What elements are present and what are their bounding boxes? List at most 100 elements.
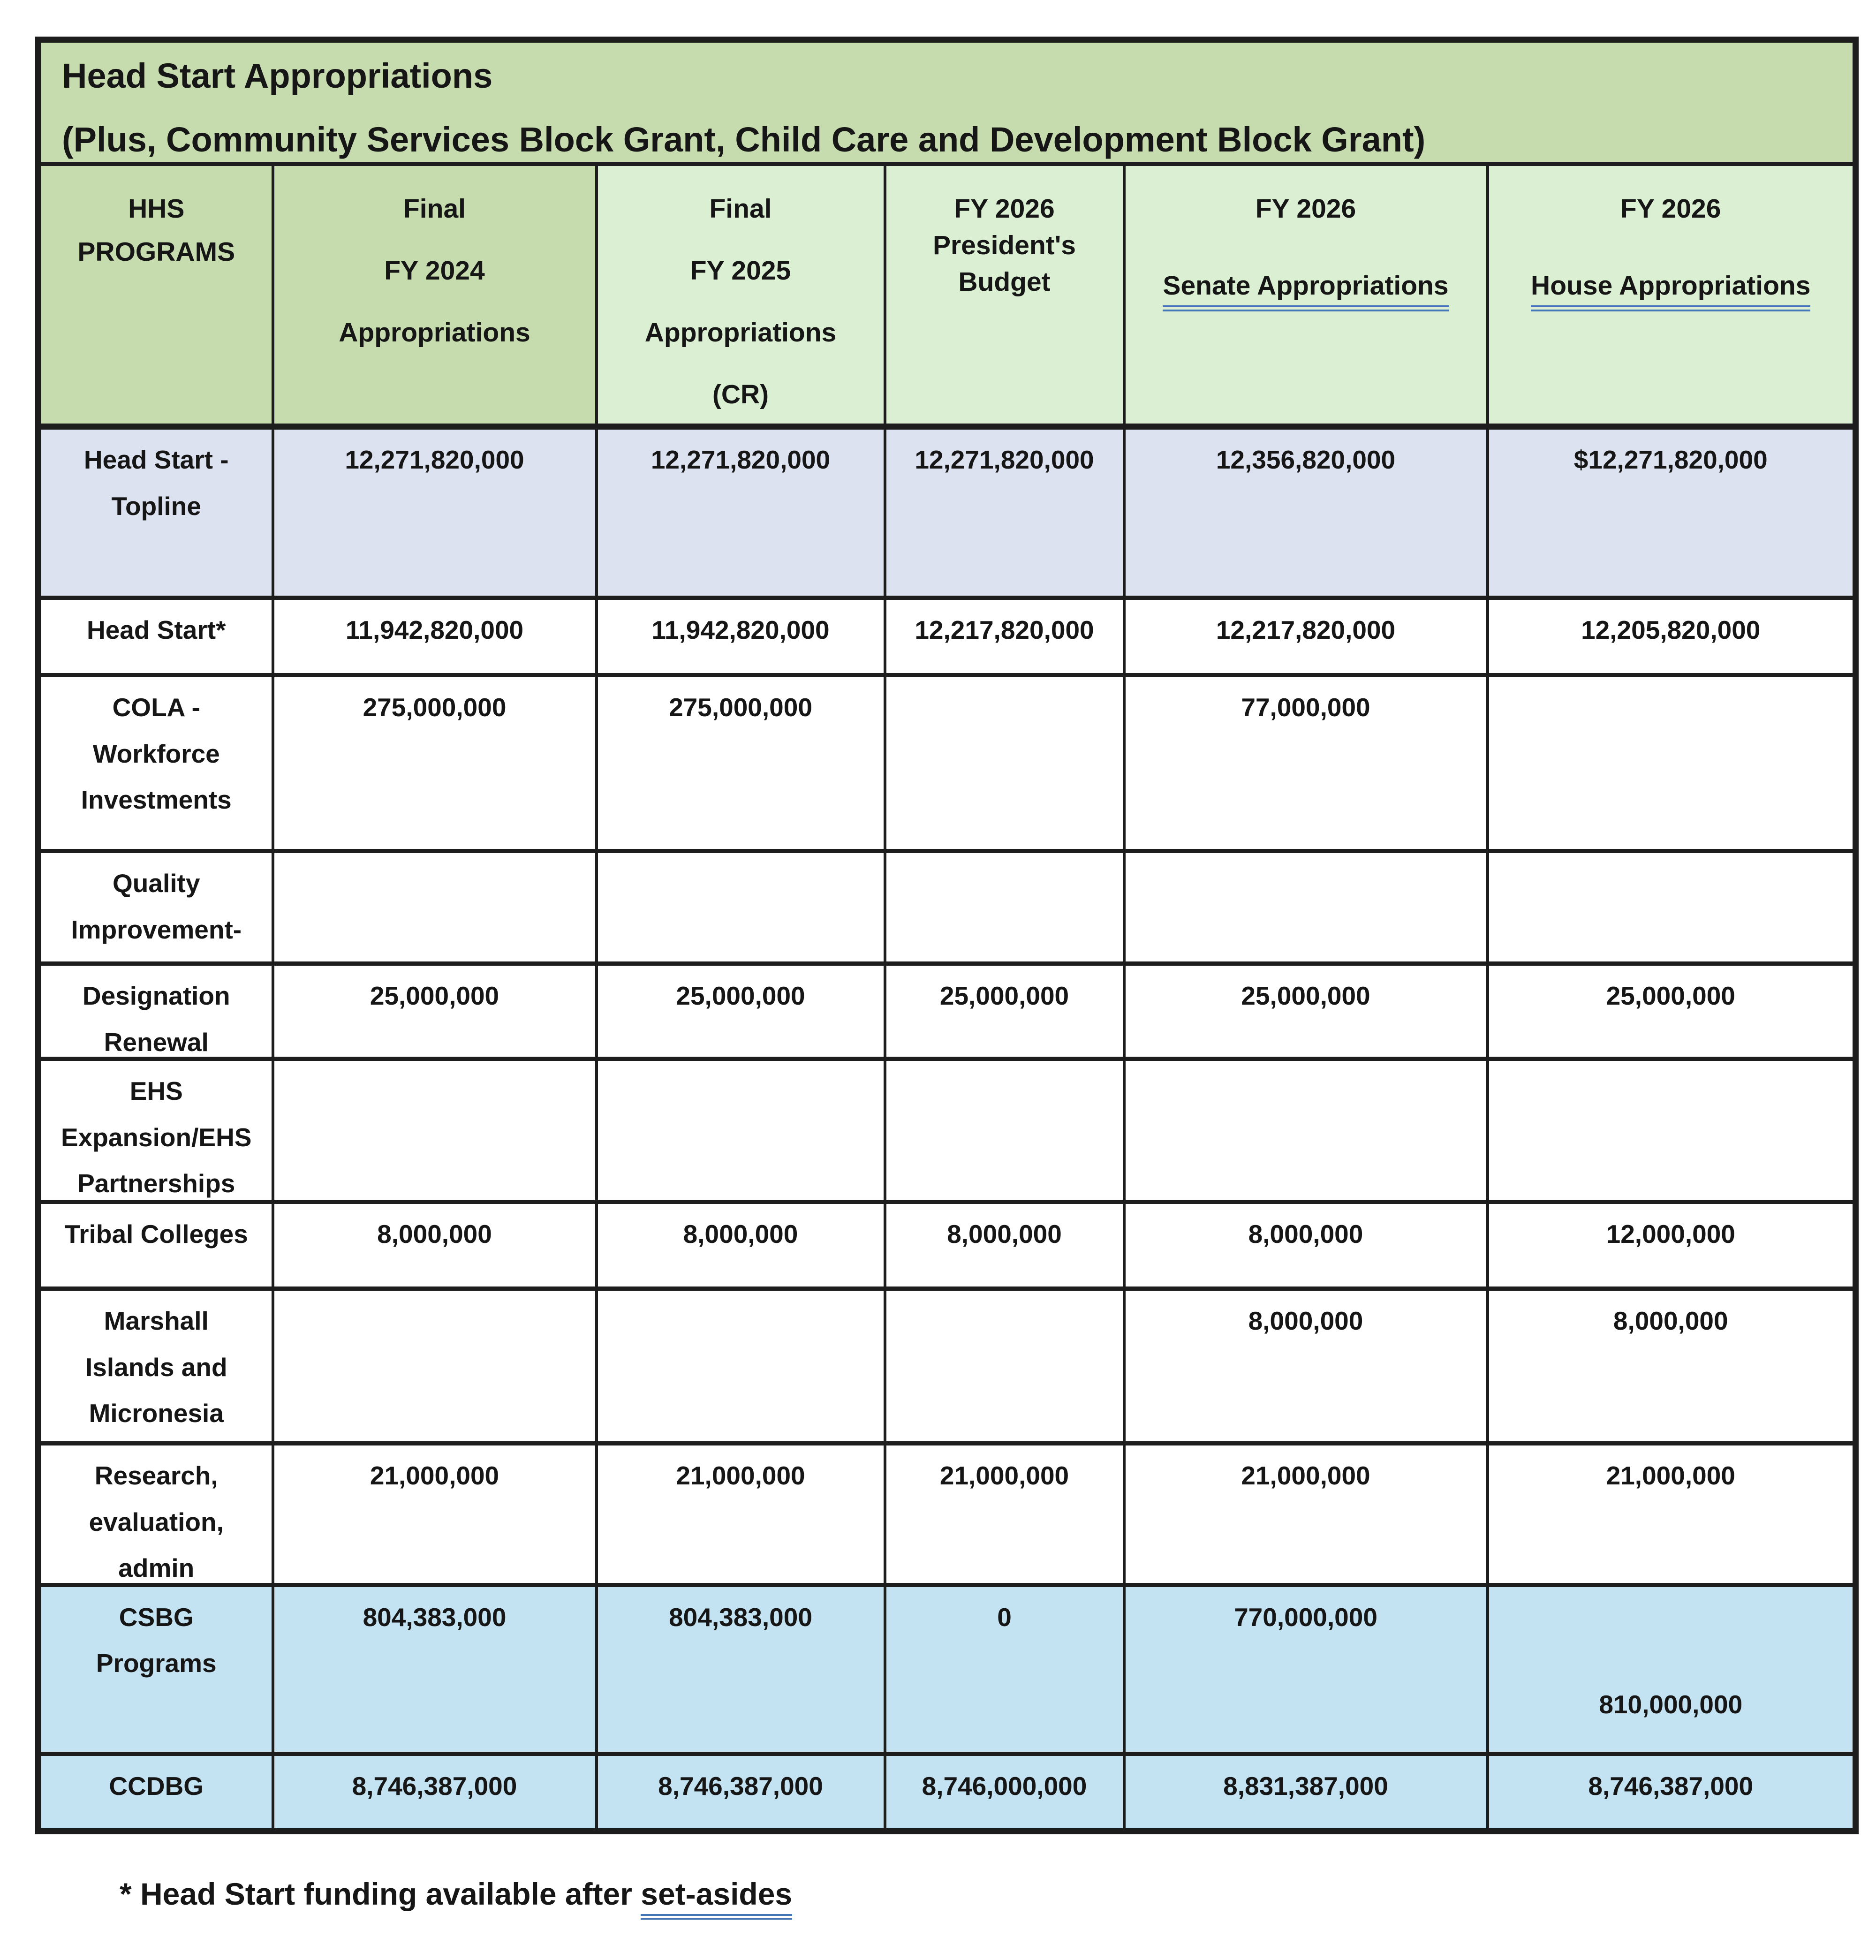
- value-cell-r7-c4: 8,000,000: [1486, 1287, 1857, 1445]
- table-row: Head Start* 11,942,820,000 11,942,820,000 1…: [37, 596, 1857, 677]
- header-line: FY 2026: [1255, 194, 1356, 224]
- table-row: EHS Expansion/EHS Partnerships: [37, 1057, 1857, 1203]
- program-label-line: CCDBG: [109, 1771, 204, 1801]
- program-label-line: evaluation,: [89, 1507, 224, 1536]
- value-cell-r9-c3: 770,000,000: [1122, 1583, 1489, 1755]
- column-header-fy2024-appropriations: Final FY 2024 Appropriations: [271, 162, 598, 428]
- program-label-line: Islands and: [85, 1352, 227, 1382]
- appropriations-table: Head Start Appropriations (Plus, Communi…: [35, 37, 1859, 1834]
- value-cell-r2-c4: [1486, 674, 1857, 853]
- table-subtitle: (Plus, Community Services Block Grant, C…: [62, 120, 1426, 159]
- header-line: FY 2025: [690, 255, 791, 286]
- value-cell-r4-c4: 25,000,000: [1486, 962, 1857, 1060]
- value-cell-r6-c0: 8,000,000: [271, 1200, 598, 1290]
- program-label-line: Workforce: [92, 739, 220, 768]
- value-cell-r4-c1: 25,000,000: [595, 962, 886, 1060]
- value-cell-r5-c4: [1486, 1057, 1857, 1203]
- column-header-hhs-programs: HHS PROGRAMS: [37, 162, 274, 428]
- program-label-line: Marshall: [104, 1306, 209, 1335]
- header-line: Appropriations: [339, 317, 530, 348]
- value-cell-r9-c2: 0: [883, 1583, 1126, 1755]
- value-cell-r7-c3: 8,000,000: [1122, 1287, 1489, 1445]
- table-row: Quality Improvement-: [37, 849, 1857, 965]
- header-underlined-label: Senate Appropriations: [1163, 270, 1449, 311]
- value-cell-r0-c2: 12,271,820,000: [883, 425, 1126, 599]
- value-cell-r3-c3: [1122, 849, 1489, 965]
- header-line: HHS: [128, 194, 185, 224]
- value-cell-r1-c0: 11,942,820,000: [271, 596, 598, 677]
- program-label-line: Expansion/EHS: [61, 1122, 252, 1152]
- header-line: (CR): [712, 379, 769, 409]
- value-cell-r4-c0: 25,000,000: [271, 962, 598, 1060]
- value-cell-r9-c1: 804,383,000: [595, 1583, 886, 1755]
- value-cell-r0-c1: 12,271,820,000: [595, 425, 886, 599]
- header-line: Final: [709, 194, 772, 224]
- column-header-fy2025-appropriations-cr: Final FY 2025 Appropriations (CR): [595, 162, 886, 428]
- program-label-line: COLA -: [112, 693, 200, 722]
- value-cell-r8-c1: 21,000,000: [595, 1442, 886, 1586]
- footnote: * Head Start funding available after set…: [120, 1876, 793, 1920]
- value-cell-r9-c4: 810,000,000: [1486, 1583, 1857, 1755]
- table-row: CSBG Programs 804,383,000 804,383,000 0 770,0…: [37, 1583, 1857, 1755]
- program-label-line: Head Start*: [87, 615, 226, 644]
- program-label-line: Investments: [81, 785, 232, 814]
- column-header-fy2026-house-appropriations: FY 2026 House Appropriations: [1486, 162, 1857, 428]
- value-cell-r5-c0: [271, 1057, 598, 1203]
- value-cell-r3-c0: [271, 849, 598, 965]
- header-line: Final: [403, 194, 466, 224]
- column-header-row: HHS PROGRAMS Final FY 2024 Appropriations F…: [37, 162, 1857, 428]
- value-cell-r1-c4: 12,205,820,000: [1486, 596, 1857, 677]
- value-cell-r10-c4: 8,746,387,000: [1486, 1752, 1857, 1832]
- value-cell-r2-c1: 275,000,000: [595, 674, 886, 853]
- program-label-line: CSBG: [119, 1602, 194, 1632]
- program-label-line: Micronesia: [89, 1399, 224, 1428]
- value-cell-r8-c4: 21,000,000: [1486, 1442, 1857, 1586]
- value-cell-r6-c2: 8,000,000: [883, 1200, 1126, 1290]
- program-label-line: Research,: [94, 1461, 218, 1490]
- value-cell-r7-c1: [595, 1287, 886, 1445]
- value-cell-r7-c0: [271, 1287, 598, 1445]
- program-cell-7: Marshall Islands and Micronesia: [37, 1287, 274, 1445]
- table-row: CCDBG 8,746,387,000 8,746,387,000 8,746,000…: [37, 1752, 1857, 1832]
- value-cell-r4-c2: 25,000,000: [883, 962, 1126, 1060]
- header-line: FY 2026: [954, 194, 1055, 224]
- footnote-text: * Head Start funding available after: [120, 1877, 641, 1911]
- program-cell-5: EHS Expansion/EHS Partnerships: [37, 1057, 274, 1203]
- column-header-fy2026-presidents-budget: FY 2026 President's Budget: [883, 162, 1126, 428]
- value-cell-r6-c1: 8,000,000: [595, 1200, 886, 1290]
- value-cell-r2-c2: [883, 674, 1126, 853]
- value-cell-r2-c3: 77,000,000: [1122, 674, 1489, 853]
- program-label-line: Partnerships: [77, 1169, 235, 1198]
- table-row: COLA - Workforce Investments 275,000,000 275…: [37, 674, 1857, 853]
- value-cell-r9-c0: 804,383,000: [271, 1583, 598, 1755]
- program-cell-2: COLA - Workforce Investments: [37, 674, 274, 853]
- value-cell-r7-c2: [883, 1287, 1126, 1445]
- program-cell-10: CCDBG: [37, 1752, 274, 1832]
- program-cell-0: Head Start - Topline: [37, 425, 274, 599]
- header-line: President's: [932, 230, 1076, 260]
- value-cell-r3-c2: [883, 849, 1126, 965]
- program-label-line: Improvement-: [71, 915, 242, 944]
- program-label-line: Topline: [111, 491, 201, 521]
- footnote-set-asides-link: set-asides: [641, 1877, 793, 1920]
- table-title-cell: Head Start Appropriations (Plus, Communi…: [37, 38, 1857, 166]
- table-title-row: Head Start Appropriations (Plus, Communi…: [37, 38, 1857, 166]
- table-row: Research, evaluation, admin 21,000,000 21,00…: [37, 1442, 1857, 1586]
- value-cell-r10-c2: 8,746,000,000: [883, 1752, 1126, 1832]
- value-cell-r3-c4: [1486, 849, 1857, 965]
- program-cell-9: CSBG Programs: [37, 1583, 274, 1755]
- column-header-fy2026-senate-appropriations: FY 2026 Senate Appropriations: [1122, 162, 1489, 428]
- header-line: FY 2026: [1620, 194, 1721, 224]
- value-cell-r2-c0: 275,000,000: [271, 674, 598, 853]
- value-cell-r6-c3: 8,000,000: [1122, 1200, 1489, 1290]
- value-cell-r6-c4: 12,000,000: [1486, 1200, 1857, 1290]
- value-cell-r1-c2: 12,217,820,000: [883, 596, 1126, 677]
- program-cell-6: Tribal Colleges: [37, 1200, 274, 1290]
- value-cell-r5-c1: [595, 1057, 886, 1203]
- program-label-line: Tribal Colleges: [64, 1219, 248, 1249]
- value-cell-r5-c3: [1122, 1057, 1489, 1203]
- program-label-line: Head Start -: [83, 445, 229, 474]
- value-cell-r5-c2: [883, 1057, 1126, 1203]
- header-line: Budget: [958, 266, 1051, 297]
